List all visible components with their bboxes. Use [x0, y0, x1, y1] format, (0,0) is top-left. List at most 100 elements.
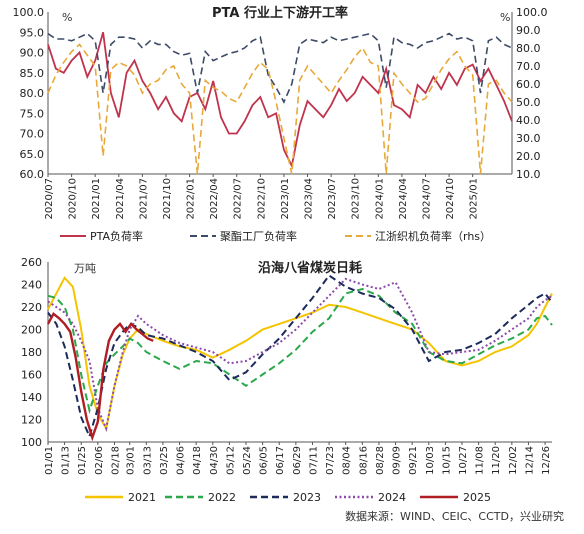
top-chart-title: PTA 行业上下游开工率 — [212, 5, 348, 21]
bottom-x-tick-label: 12/02 — [508, 446, 519, 475]
bottom-series-line-2021 — [47, 276, 553, 432]
bottom-y-tick-label: 220 — [21, 301, 42, 314]
top-x-tick-label: 2024/01 — [374, 178, 385, 220]
bottom-x-tick-label: 08/28 — [375, 446, 386, 475]
top-left-tick-label: 65.0 — [20, 148, 45, 161]
top-x-tick-label: 2021/01 — [91, 178, 102, 220]
bottom-x-tick-label: 09/21 — [408, 446, 419, 475]
top-series-line-1 — [47, 32, 513, 169]
bottom-y-tick-label: 160 — [21, 369, 42, 382]
bottom-series-line-2025 — [46, 311, 154, 442]
bottom-x-tick-label: 02/18 — [110, 446, 121, 475]
bottom-y-tick-label: 140 — [21, 391, 42, 404]
top-left-tick-label: 70.0 — [20, 128, 45, 141]
bottom-x-tick-label: 12/26 — [541, 446, 552, 475]
bottom-y-tick-label: 100 — [21, 436, 42, 449]
bottom-x-tick-label: 01/25 — [77, 446, 88, 475]
top-right-unit: % — [500, 11, 510, 24]
bottom-series-line-2023 — [47, 274, 553, 440]
bottom-series-line-2024 — [47, 277, 553, 432]
top-x-tick-label: 2022/04 — [209, 178, 220, 220]
bottom-x-tick-label: 04/18 — [192, 446, 203, 475]
top-left-tick-label: 100.0 — [13, 6, 45, 19]
source-note: 数据来源：WIND、CEIC、CCTD，兴业研究 — [345, 510, 564, 523]
bottom-x-tick-label: 09/09 — [392, 446, 403, 475]
top-x-tick-label: 2023/04 — [304, 178, 315, 220]
top-x-tick-label: 2021/10 — [162, 178, 173, 220]
top-x-tick-label: 2024/04 — [398, 178, 409, 220]
bottom-x-tick-label: 11/08 — [475, 446, 486, 475]
bottom-x-tick-label: 06/05 — [259, 446, 270, 475]
bottom-x-tick-label: 10/15 — [441, 446, 452, 475]
top-x-tick-label: 2024/10 — [445, 178, 456, 220]
bottom-x-tick-label: 07/23 — [325, 446, 336, 475]
top-left-tick-label: 60.0 — [20, 168, 45, 181]
bottom-x-tick-label: 06/29 — [292, 446, 303, 475]
top-x-tick-label: 2024/07 — [421, 178, 432, 220]
top-x-tick-label: 2022/07 — [233, 178, 244, 220]
top-x-tick-label: 2022/01 — [186, 178, 197, 220]
bottom-y-tick-label: 200 — [21, 324, 42, 337]
top-x-tick-label: 2020/10 — [68, 178, 79, 220]
bottom-y-unit: 万吨 — [74, 262, 96, 275]
chart-bottom-coal-consumption: 沿海八省煤炭日耗 万吨 100 120 140 160 180 200 220 240 260 01/… — [21, 256, 553, 504]
bottom-legend-label-2025: 2025 — [463, 491, 491, 504]
top-x-tick-label: 2020/07 — [44, 178, 55, 220]
top-legend-label-2: 聚酯工厂负荷率 — [220, 229, 297, 243]
top-right-tick-label: 100.0 — [516, 6, 548, 19]
bottom-legend-label-2021: 2021 — [128, 491, 156, 504]
top-right-tick-label: 90.0 — [516, 24, 541, 37]
bottom-x-tick-label: 01/01 — [44, 446, 55, 475]
top-right-tick-label: 10.0 — [516, 168, 541, 181]
top-right-tick-label: 60.0 — [516, 78, 541, 91]
top-x-tick-label: 2023/10 — [351, 178, 362, 220]
bottom-x-tick-label: 06/17 — [275, 446, 286, 475]
bottom-x-tick-label: 05/12 — [225, 446, 236, 475]
bottom-x-tick-label: 10/27 — [458, 446, 469, 475]
top-left-tick-label: 80.0 — [20, 87, 45, 100]
bottom-x-tick-label: 08/04 — [342, 446, 353, 475]
top-left-tick-label: 75.0 — [20, 107, 45, 120]
top-right-tick-label: 30.0 — [516, 132, 541, 145]
top-left-tick-label: 85.0 — [20, 67, 45, 80]
bottom-y-tick-label: 120 — [21, 414, 42, 427]
bottom-x-tick-label: 10/03 — [425, 446, 436, 475]
bottom-x-tick-label: 08/16 — [358, 446, 369, 475]
top-left-unit: % — [62, 11, 72, 24]
bottom-x-tick-label: 02/06 — [94, 446, 105, 475]
top-series-line-3 — [47, 43, 513, 175]
top-x-tick-label: 2021/04 — [115, 178, 126, 220]
bottom-legend-label-2024: 2024 — [378, 491, 406, 504]
bottom-legend-label-2023: 2023 — [293, 491, 321, 504]
chart-top-operating-rates: PTA 行业上下游开工率% % 60.0 65.0 70.0 75.0 80.0 85.0 90… — [13, 5, 548, 243]
top-legend-label-3: 江浙织机负荷率（rhs） — [375, 229, 491, 243]
top-right-tick-label: 80.0 — [516, 42, 541, 55]
bottom-x-tick-label: 05/24 — [242, 446, 253, 475]
bottom-y-tick-label: 240 — [21, 279, 42, 292]
bottom-legend-label-2022: 2022 — [208, 491, 236, 504]
top-x-tick-label: 2022/10 — [256, 178, 267, 220]
top-right-tick-label: 50.0 — [516, 96, 541, 109]
bottom-x-tick-label: 03/25 — [159, 446, 170, 475]
bottom-x-tick-label: 11/20 — [491, 446, 502, 475]
top-x-tick-label: 2023/07 — [327, 178, 338, 220]
bottom-x-tick-label: 01/13 — [61, 446, 72, 475]
bottom-x-tick-label: 07/11 — [308, 446, 319, 475]
bottom-y-tick-label: 260 — [21, 256, 42, 269]
top-right-tick-label: 40.0 — [516, 114, 541, 127]
top-legend-label-1: PTA负荷率 — [90, 229, 143, 243]
bottom-y-tick-label: 180 — [21, 346, 42, 359]
top-right-tick-label: 70.0 — [516, 60, 541, 73]
bottom-x-tick-label: 12/14 — [524, 446, 535, 475]
top-left-tick-label: 95.0 — [20, 26, 45, 39]
top-x-tick-label: 2025/01 — [469, 178, 480, 220]
bottom-x-tick-label: 04/06 — [176, 446, 187, 475]
bottom-series-line-2022 — [47, 287, 553, 415]
top-x-tick-label: 2023/01 — [280, 178, 291, 220]
bottom-x-tick-label: 03/01 — [126, 446, 137, 475]
top-left-tick-label: 90.0 — [20, 47, 45, 60]
bottom-x-tick-label: 03/13 — [142, 446, 153, 475]
top-right-tick-label: 20.0 — [516, 150, 541, 163]
bottom-chart-title: 沿海八省煤炭日耗 — [258, 260, 362, 276]
